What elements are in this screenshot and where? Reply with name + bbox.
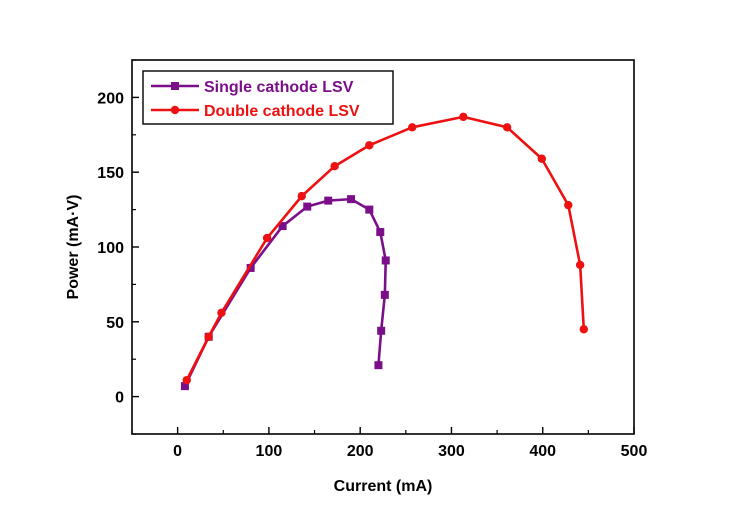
data-point: [377, 326, 386, 335]
x-axis-title: Current (mA): [334, 478, 433, 495]
series-single-cathode: [180, 195, 390, 391]
data-point: [182, 375, 191, 385]
x-axis-ticks: 0 100 200 300 400 500: [131, 427, 648, 460]
y-tick-label: 200: [97, 90, 124, 107]
y-axis-ticks: 0 50 100 150 200: [97, 59, 139, 435]
y-tick-label: 150: [97, 165, 124, 182]
data-point: [204, 332, 213, 341]
data-point: [502, 123, 512, 132]
legend-entries: Single cathode LSV Double cathode LSV: [151, 79, 360, 120]
data-point: [381, 256, 390, 265]
y-axis-title: Power (mA·V): [65, 195, 82, 300]
y-tick-label: 100: [97, 240, 124, 257]
data-point: [324, 196, 333, 205]
x-tick-label: 400: [529, 443, 556, 460]
y-tick-label: 50: [106, 315, 124, 332]
x-tick-label: 300: [438, 443, 465, 460]
data-point: [246, 263, 255, 272]
data-point: [374, 361, 383, 370]
data-point: [380, 290, 389, 299]
x-tick-label: 100: [256, 443, 283, 460]
legend-box: [142, 70, 394, 125]
x-tick-label: 500: [621, 443, 648, 460]
data-point: [330, 162, 339, 171]
data-point: [376, 228, 385, 237]
legend-label: Single cathode LSV: [204, 79, 354, 96]
x-tick-label: 0: [173, 443, 182, 460]
data-point: [347, 195, 356, 204]
data-point: [537, 154, 547, 163]
data-point: [303, 202, 312, 211]
data-point: [262, 233, 272, 243]
legend-entry: Double cathode LSV: [151, 103, 360, 120]
data-point: [365, 205, 374, 214]
legend-label: Double cathode LSV: [204, 103, 360, 120]
legend-swatch-marker: [170, 105, 180, 115]
series-line: [185, 115, 586, 381]
x-tick-label: 200: [347, 443, 374, 460]
data-point: [459, 112, 468, 122]
legend-swatch-marker: [171, 82, 179, 90]
data-point: [579, 325, 588, 334]
data-point: [278, 222, 287, 231]
legend-entry: Single cathode LSV: [151, 79, 354, 96]
y-tick-label: 0: [115, 390, 124, 407]
data-point: [365, 141, 374, 150]
series-layer: [180, 112, 588, 391]
legend: Single cathode LSV Double cathode LSV: [142, 70, 394, 125]
data-point: [297, 191, 306, 201]
data-point: [575, 260, 585, 270]
data-point: [180, 382, 189, 391]
data-point: [217, 308, 226, 318]
data-point: [408, 123, 417, 132]
series-double-cathode: [182, 112, 588, 385]
data-point: [564, 200, 573, 210]
plot-frame: [131, 59, 635, 435]
